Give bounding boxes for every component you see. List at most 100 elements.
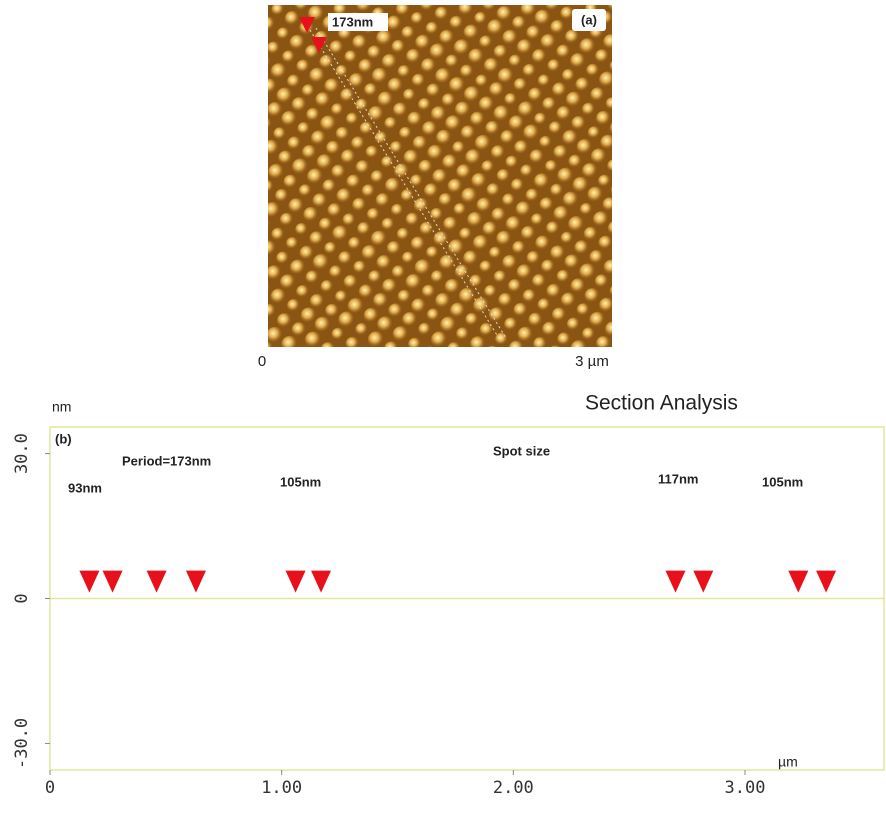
afm-dot — [496, 168, 511, 183]
afm-dot — [399, 126, 413, 141]
afm-dot — [358, 284, 374, 300]
afm-dot — [565, 91, 583, 108]
afm-dot — [603, 34, 612, 51]
afm-dot — [520, 164, 534, 178]
y-tick-label: -30.0 — [12, 718, 32, 769]
afm-dot — [590, 148, 608, 165]
label-box — [328, 13, 388, 31]
afm-dot — [592, 211, 610, 228]
afm-dot — [557, 167, 574, 185]
afm-dot — [562, 191, 580, 208]
afm-dot — [564, 29, 580, 45]
afm-dot — [410, 174, 424, 188]
afm-dot — [433, 231, 450, 247]
afm-dot — [401, 26, 416, 41]
afm-dot — [402, 88, 417, 102]
afm-dot — [291, 158, 309, 176]
afm-dot — [366, 207, 381, 222]
afm-dot — [610, 185, 612, 195]
afm-dot — [523, 124, 540, 142]
afm-dot — [471, 172, 488, 189]
afm-dot — [502, 29, 519, 46]
afm-dot — [572, 176, 590, 194]
afm-dot — [609, 61, 612, 72]
afm-dot — [397, 289, 412, 304]
afm-dot — [268, 326, 284, 344]
cursor-marker — [311, 570, 332, 593]
afm-dot — [414, 259, 432, 277]
afm-dot — [507, 279, 523, 294]
afm-dot — [479, 260, 493, 274]
afm-dot — [550, 19, 566, 35]
afm-dot — [335, 64, 349, 78]
afm-dot — [493, 270, 508, 284]
afm-dot — [338, 311, 356, 329]
afm-dot — [456, 327, 470, 341]
afm-dot — [389, 140, 404, 155]
afm-dot — [419, 221, 435, 237]
afm-dot — [482, 221, 498, 237]
afm-dot — [319, 54, 335, 70]
afm-dot — [268, 323, 269, 327]
x-tick-label: 3.00 — [725, 778, 766, 798]
afm-dot — [324, 241, 338, 255]
afm-dot — [533, 173, 551, 190]
afm-dot — [583, 226, 599, 242]
afm-dot — [594, 274, 609, 289]
afm-dot — [453, 39, 471, 57]
afm-dot — [390, 203, 405, 217]
afm-dot — [476, 197, 493, 214]
afm-dot — [384, 116, 398, 131]
afm-dot — [353, 260, 367, 275]
afm-dot — [283, 174, 299, 190]
afm-dot — [392, 326, 409, 343]
afm-dot — [493, 105, 511, 123]
afm-dot — [282, 50, 296, 64]
afm-dot — [357, 222, 372, 236]
afm-dot — [460, 125, 476, 141]
afm-dot — [454, 101, 472, 118]
afm-dot — [607, 5, 612, 12]
afm-dot — [331, 327, 345, 341]
afm-dot — [343, 274, 359, 290]
y-unit: nm — [52, 399, 71, 415]
afm-dot — [345, 112, 360, 126]
afm-dot — [364, 346, 369, 347]
afm-dot — [268, 5, 269, 6]
afm-dot — [603, 259, 612, 276]
cursor-marker — [285, 570, 306, 593]
afm-dot — [529, 149, 545, 165]
afm-dot — [401, 251, 415, 265]
afm-dot — [534, 9, 552, 27]
afm-dot — [268, 303, 277, 318]
afm-dot — [386, 15, 403, 32]
afm-dot — [306, 168, 324, 186]
afm-dot — [514, 140, 529, 156]
afm-dot — [443, 216, 459, 232]
afm-dot — [383, 5, 394, 7]
afm-dot — [358, 58, 374, 75]
afm-dot — [598, 235, 612, 251]
afm-dot — [459, 227, 473, 241]
afm-dot — [553, 205, 570, 223]
afm-dot — [363, 307, 380, 324]
afm-dot — [392, 102, 409, 118]
afm-dot — [376, 254, 392, 271]
afm-dot — [361, 184, 376, 199]
afm-dot — [347, 297, 365, 315]
afm-dot — [550, 183, 564, 198]
afm-dot — [522, 63, 537, 78]
afm-dot — [427, 144, 444, 162]
afm-dot — [405, 212, 420, 227]
afm-dot — [418, 159, 434, 175]
afm-dot — [427, 346, 433, 347]
afm-dot — [571, 5, 582, 7]
afm-dot — [568, 154, 583, 169]
afm-dot — [361, 245, 378, 262]
afm-dot — [400, 189, 415, 203]
afm-dot — [273, 127, 287, 141]
afm-dot — [615, 144, 631, 160]
afm-dot — [332, 225, 349, 242]
afm-dot — [335, 126, 351, 142]
afm-dot — [560, 6, 575, 21]
